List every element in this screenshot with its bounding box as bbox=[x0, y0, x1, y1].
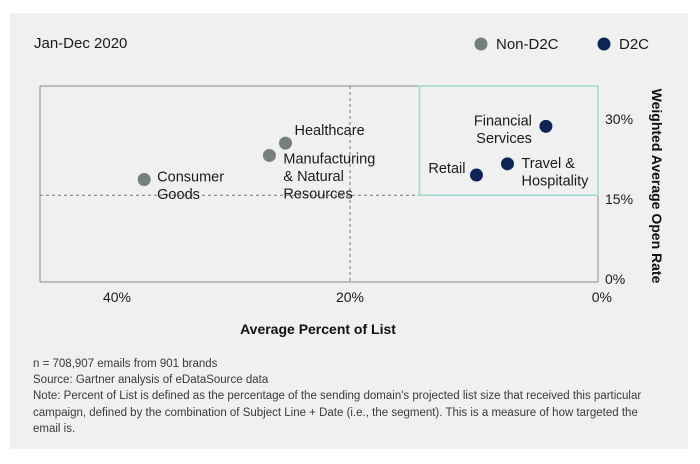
data-point bbox=[262, 148, 276, 162]
data-point bbox=[500, 157, 514, 171]
y-tick-label: 15% bbox=[605, 191, 633, 207]
data-point bbox=[279, 136, 293, 150]
data-point-label: Manufacturing & Natural Resources bbox=[283, 151, 375, 202]
data-point bbox=[469, 168, 483, 182]
highlight-quadrant bbox=[418, 85, 599, 196]
legend-marker bbox=[474, 37, 488, 51]
legend-marker bbox=[597, 37, 611, 51]
chart-title: Jan-Dec 2020 bbox=[34, 35, 127, 52]
data-point bbox=[539, 119, 553, 133]
y-tick-label: 30% bbox=[605, 111, 633, 127]
data-point-label: Consumer Goods bbox=[157, 170, 224, 204]
x-axis-title: Average Percent of List bbox=[240, 321, 396, 337]
data-point-label: Healthcare bbox=[295, 123, 365, 139]
data-point-label: Retail bbox=[428, 161, 465, 177]
note-definition: Note: Percent of List is defined as the … bbox=[33, 390, 642, 435]
data-point-label: Financial Services bbox=[474, 113, 532, 147]
legend-label: Non-D2C bbox=[496, 36, 559, 53]
note-source: Source: Gartner analysis of eDataSource … bbox=[33, 374, 269, 387]
legend-label: D2C bbox=[619, 36, 649, 53]
x-tick-label: 0% bbox=[592, 289, 612, 305]
y-axis-title: Weighted Average Open Rate bbox=[649, 89, 665, 284]
note-sample: n = 708,907 emails from 901 brands bbox=[33, 358, 218, 370]
y-tick-label: 0% bbox=[605, 271, 625, 287]
x-tick-label: 20% bbox=[336, 289, 364, 305]
chart-notes: n = 708,907 emails from 901 brands Sourc… bbox=[33, 356, 663, 437]
data-point bbox=[137, 173, 151, 187]
data-point-label: Travel & Hospitality bbox=[521, 156, 589, 190]
x-tick-label: 40% bbox=[103, 289, 131, 305]
